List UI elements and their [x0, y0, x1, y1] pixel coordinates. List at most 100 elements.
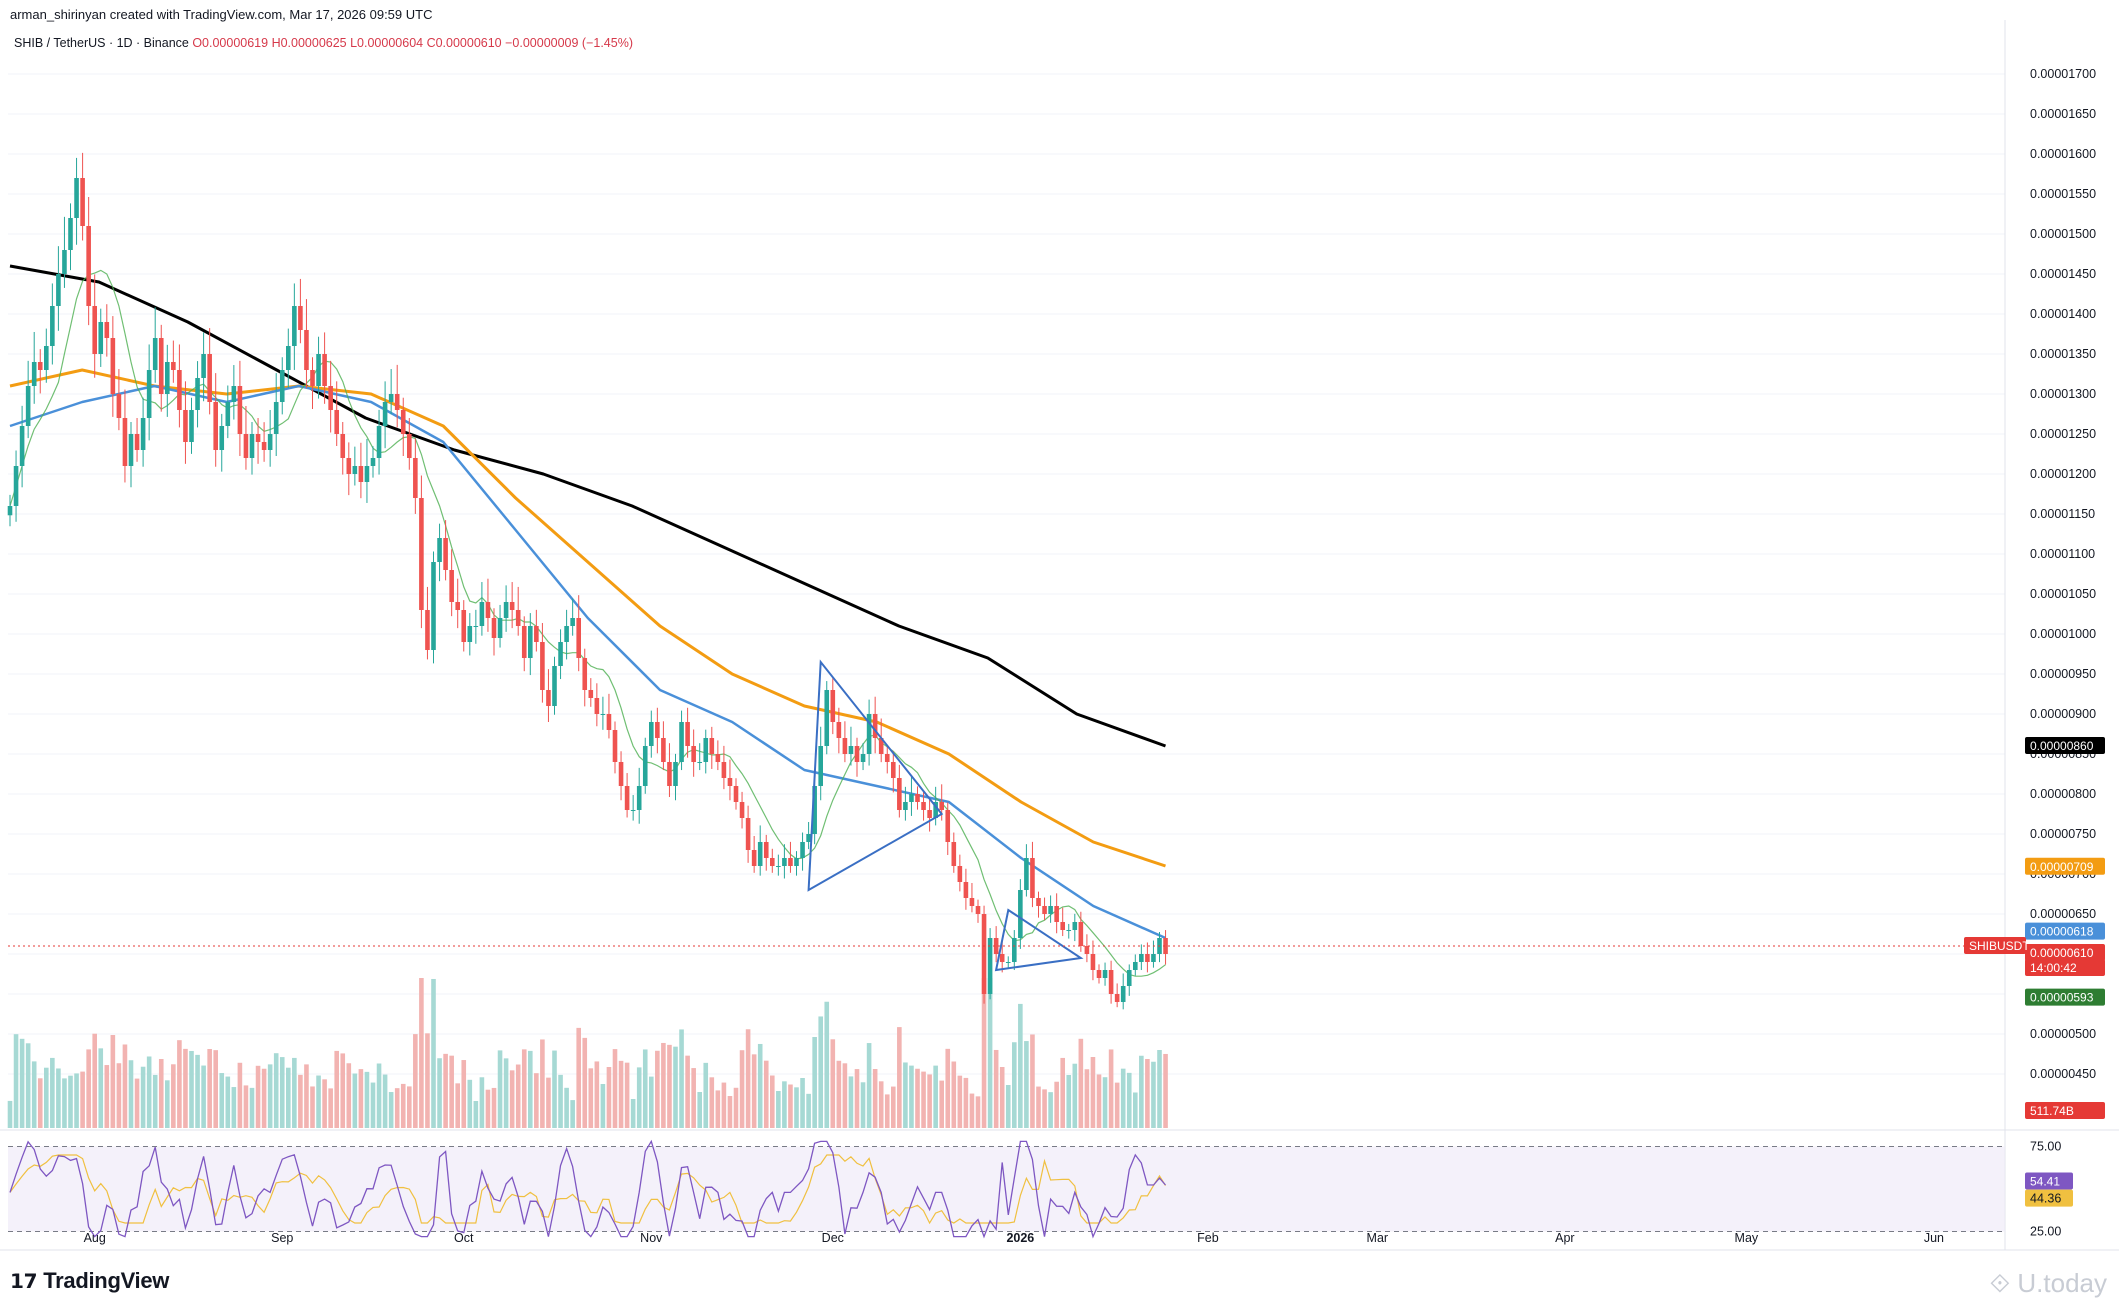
- candle-body: [727, 778, 733, 786]
- price-badge-label: 14:00:42: [2030, 961, 2077, 975]
- candle-body: [1024, 858, 1029, 890]
- volume-bar: [612, 1049, 618, 1128]
- candle-body: [177, 370, 182, 410]
- candle-body: [340, 434, 346, 458]
- volume-bar: [1060, 1057, 1065, 1128]
- volume-bar: [915, 1068, 920, 1128]
- volume-bar: [939, 1080, 944, 1128]
- volume-bar: [74, 1073, 79, 1128]
- candle-body: [491, 618, 497, 638]
- volume-bar: [661, 1042, 666, 1128]
- time-tick-label: 2026: [1006, 1231, 1034, 1245]
- volume-bar: [267, 1064, 273, 1128]
- volume-bar: [1036, 1086, 1041, 1128]
- candle-body: [649, 722, 654, 746]
- candle-body: [461, 610, 467, 642]
- price-tick-label: 0.00001600: [2030, 147, 2096, 161]
- volume-bar: [515, 1064, 521, 1128]
- volume-bar: [86, 1049, 91, 1128]
- symbol-label[interactable]: SHIB / TetherUS · 1D · Binance: [14, 36, 189, 50]
- volume-bar: [776, 1091, 781, 1128]
- candle-body: [733, 786, 739, 802]
- candle-body: [104, 322, 110, 338]
- candle-body: [509, 602, 515, 610]
- tradingview-logo[interactable]: 𝟭𝟳 TradingView: [10, 1268, 169, 1294]
- candle-body: [394, 394, 400, 410]
- candle-body: [636, 786, 642, 810]
- candle-body: [1090, 954, 1096, 970]
- candle-body: [709, 738, 715, 754]
- candle-body: [128, 434, 134, 466]
- rsi-ma-label: 44.36: [2030, 1192, 2061, 1206]
- candle-body: [528, 626, 533, 658]
- candle-body: [836, 722, 842, 738]
- price-tick-label: 0.00001400: [2030, 307, 2096, 321]
- candle-body: [267, 434, 273, 450]
- volume-bar: [491, 1087, 497, 1128]
- volume-bar: [158, 1059, 164, 1128]
- moving-averages: [9, 264, 1167, 977]
- candle-body: [1036, 898, 1041, 906]
- volume-bar: [364, 1071, 370, 1128]
- volume-bar: [903, 1062, 908, 1128]
- volume-bar: [376, 1063, 382, 1128]
- price-tick-label: 0.00001200: [2030, 467, 2096, 481]
- volume-bar: [1102, 1077, 1108, 1128]
- volume-bar: [691, 1068, 696, 1128]
- watermark-text: U.today: [2017, 1268, 2107, 1298]
- candle-body: [195, 378, 200, 410]
- watermark-icon: ⟐: [1989, 1268, 2011, 1298]
- candle-body: [630, 810, 636, 811]
- moving-average-line: [9, 264, 1167, 748]
- candle-body: [497, 618, 503, 638]
- volume-bar: [1108, 1049, 1114, 1128]
- candle-body: [334, 410, 339, 434]
- candle-body: [286, 346, 291, 370]
- volume-bar: [806, 1093, 811, 1128]
- candle-body: [612, 730, 618, 762]
- volume-bar: [437, 1058, 442, 1128]
- volume-bar: [824, 1001, 830, 1128]
- volume-bar: [866, 1043, 872, 1128]
- volume-bar: [582, 1037, 588, 1128]
- candle-body: [951, 842, 957, 866]
- volume-bar: [945, 1048, 951, 1128]
- candle-body: [407, 434, 412, 458]
- candle-body: [721, 762, 727, 778]
- volume-bar: [195, 1054, 200, 1128]
- time-axis: Aug Sep Oct Nov Dec 2026 Feb Mar Apr May Jun: [84, 1231, 1944, 1245]
- candle-body: [1060, 922, 1065, 930]
- candle-body: [763, 842, 769, 858]
- candle-body: [866, 714, 872, 754]
- volume-bar: [812, 1037, 817, 1128]
- candle-body: [473, 626, 479, 627]
- candle-body: [431, 562, 436, 650]
- candle-body: [231, 386, 237, 402]
- rsi-pane: 75.00 25.00 54.41 44.36: [8, 1140, 2073, 1239]
- candle-body: [800, 842, 805, 858]
- price-badge-label: 0.00000610: [2030, 946, 2094, 960]
- candle-body: [50, 306, 55, 346]
- volume-bar: [860, 1082, 866, 1128]
- candle-body: [927, 810, 932, 818]
- price-badge: [2025, 988, 2105, 1006]
- volume-bar: [528, 1050, 533, 1128]
- candle-body: [243, 434, 249, 458]
- candle-body: [884, 754, 890, 762]
- volume-bar: [243, 1085, 249, 1128]
- volume-bar: [201, 1065, 206, 1128]
- volume-bar: [37, 1078, 43, 1128]
- candle-body: [110, 338, 116, 394]
- candle-body: [915, 794, 920, 802]
- volume-bar: [836, 1060, 842, 1128]
- volume-bar: [394, 1088, 400, 1128]
- candle-body: [1078, 922, 1084, 946]
- volume-bar: [745, 1029, 751, 1128]
- volume-bar: [854, 1069, 860, 1128]
- candle-body: [794, 858, 799, 866]
- candle-body: [975, 906, 981, 914]
- volume-bar: [310, 1086, 315, 1128]
- candle-body: [86, 226, 91, 306]
- volume-bar: [92, 1033, 97, 1128]
